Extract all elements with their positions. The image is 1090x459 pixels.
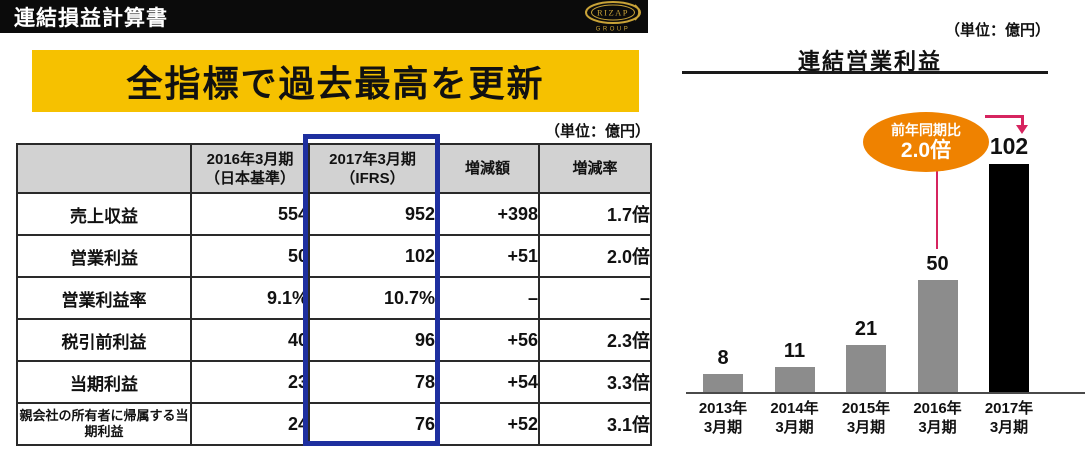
headline-text: 全指標で過去最高を更新 [126, 63, 545, 104]
callout-arrow-horizontal [985, 115, 1024, 118]
chart-title-underline [682, 71, 1048, 74]
chart-bar [989, 164, 1029, 392]
cell-diff: +56 [435, 318, 540, 362]
cell-2017: 102 [308, 234, 437, 278]
slide-title: 連結損益計算書 [14, 6, 168, 30]
table-row: 当期利益 23 78 +54 3.3倍 [16, 360, 652, 404]
cell-ratio: 3.3倍 [538, 360, 652, 404]
table-row: 売上収益 554 952 +398 1.7倍 [16, 192, 652, 236]
x-tick-label: 2016年 3月期 [913, 400, 962, 436]
cell-diff: – [435, 276, 540, 320]
row-label: 営業利益 [16, 234, 192, 278]
headline-banner: 全指標で過去最高を更新 [32, 50, 639, 112]
row-label: 売上収益 [16, 192, 192, 236]
cell-2017: 76 [308, 402, 437, 446]
cell-2016: 554 [190, 192, 310, 236]
cell-2016: 40 [190, 318, 310, 362]
chart-title: 連結営業利益 [797, 49, 942, 74]
chart-bar [846, 345, 886, 392]
cell-diff: +52 [435, 402, 540, 446]
callout-arrow-vertical [1021, 115, 1024, 126]
bar-value-label: 102 [989, 133, 1029, 159]
callout-line2: 2.0倍 [900, 139, 952, 162]
table-row: 営業利益 50 102 +51 2.0倍 [16, 234, 652, 278]
logo-brand-text: RIZAP [597, 7, 629, 17]
cell-2016: 24 [190, 402, 310, 446]
table-row: 営業利益率 9.1% 10.7% – – [16, 276, 652, 320]
cell-diff: +54 [435, 360, 540, 404]
col-header-2016: 2016年3月期 （日本基準） [190, 143, 310, 194]
bar-value-label: 21 [854, 318, 878, 340]
table-unit-label: （単位：億円） [544, 123, 650, 140]
cell-ratio: – [538, 276, 652, 320]
cell-2017: 96 [308, 318, 437, 362]
cell-ratio: 3.1倍 [538, 402, 652, 446]
x-axis-line [686, 392, 1085, 394]
bar-value-label: 50 [926, 253, 949, 275]
cell-2016: 50 [190, 234, 310, 278]
chart-unit-label: （単位：億円） [944, 22, 1050, 39]
x-tick-label: 2013年 3月期 [698, 400, 748, 436]
cell-2016: 23 [190, 360, 310, 404]
logo-sub-text: GROUP [596, 26, 631, 32]
callout-line1: 前年同期比 [891, 122, 961, 138]
cell-2017: 952 [308, 192, 437, 236]
chart-bar [774, 367, 815, 392]
income-statement-table: 2016年3月期 （日本基準） 2017年3月期 （IFRS） 増減額 増減率 売上… [16, 143, 652, 446]
rizap-group-logo-icon: RIZAP GROUP [585, 0, 641, 32]
bar-value-label: 11 [783, 340, 806, 362]
cell-2017: 78 [308, 360, 437, 404]
col-header-2017: 2017年3月期 （IFRS） [308, 143, 437, 194]
chart-bar [703, 374, 743, 392]
bar-value-label: 8 [717, 347, 729, 369]
cell-ratio: 2.0倍 [538, 234, 652, 278]
table-row: 親会社の所有者に帰属する当期利益 24 76 +52 3.1倍 [16, 402, 652, 446]
header-bar: 連結損益計算書 RIZAP GROUP [0, 0, 648, 33]
col-header-ratio: 増減率 [538, 143, 652, 194]
row-label: 親会社の所有者に帰属する当期利益 [16, 402, 192, 446]
chart-bar [917, 280, 958, 392]
cell-diff: +51 [435, 234, 540, 278]
cell-ratio: 2.3倍 [538, 318, 652, 362]
yoy-callout-badge: 前年同期比 2.0倍 [863, 112, 989, 172]
operating-profit-bar-chart: 8 2013年 3月期 11 2014年 3月期 21 2015年 3月期 50 2016年 3月期 1… [680, 100, 1090, 459]
x-tick-label: 2017年 3月期 [984, 400, 1034, 436]
row-label: 営業利益率 [16, 276, 192, 320]
cell-2016: 9.1% [190, 276, 310, 320]
row-label: 当期利益 [16, 360, 192, 404]
row-label: 税引前利益 [16, 318, 192, 362]
cell-diff: +398 [435, 192, 540, 236]
cell-2017: 10.7% [308, 276, 437, 320]
cell-ratio: 1.7倍 [538, 192, 652, 236]
x-tick-label: 2015年 3月期 [841, 400, 891, 436]
callout-connector-line [936, 170, 938, 249]
table-row: 税引前利益 40 96 +56 2.3倍 [16, 318, 652, 362]
callout-arrowhead-icon [1016, 125, 1028, 134]
x-tick-label: 2014年 3月期 [770, 400, 819, 436]
table-header-row: 2016年3月期 （日本基準） 2017年3月期 （IFRS） 増減額 増減率 [16, 143, 652, 194]
col-header-diff: 増減額 [435, 143, 540, 194]
col-header-item [16, 143, 192, 194]
